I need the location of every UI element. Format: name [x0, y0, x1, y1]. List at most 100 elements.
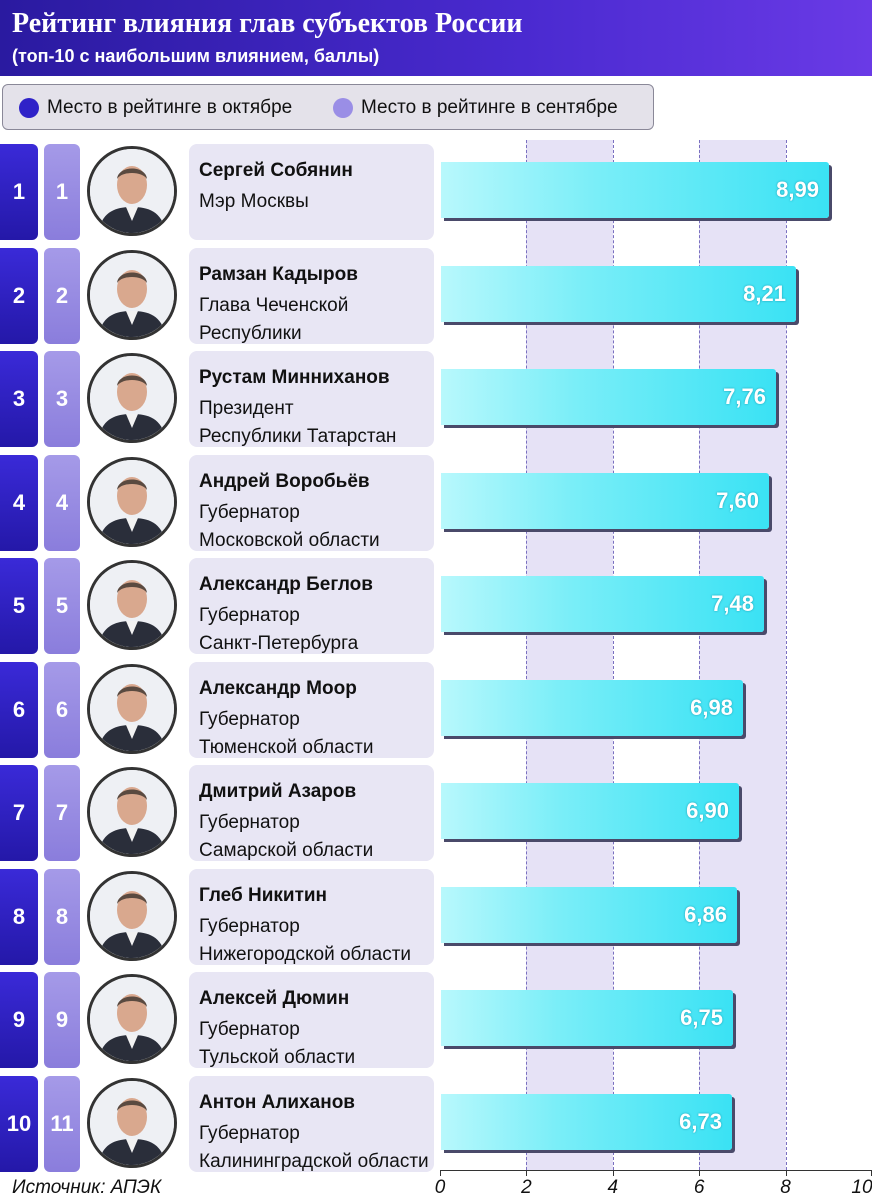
leader-position-line2: Самарской области — [199, 840, 374, 861]
rank-october: 10 — [0, 1076, 38, 1172]
leader-card: Рустам Минниханов Президент Республики Тат… — [189, 351, 434, 447]
leader-position-line2: Санкт-Петербурга — [199, 633, 359, 654]
portrait-avatar — [87, 871, 177, 961]
leader-name: Антон Алиханов — [199, 1092, 355, 1113]
leader-position-line1: Губернатор — [199, 812, 300, 833]
plot-band — [786, 140, 872, 1170]
leader-card: Алексей Дюмин Губернатор Тульской области — [189, 972, 434, 1068]
leader-position-line2: Республики — [199, 323, 302, 344]
bar: 7,60 — [441, 473, 769, 529]
x-tick-label: 2 — [521, 1177, 532, 1198]
rank-october: 3 — [0, 351, 38, 447]
portrait-avatar — [87, 974, 177, 1064]
legend-label-september: Место в рейтинге в сентябре — [361, 97, 618, 118]
portrait-avatar — [87, 560, 177, 650]
rank-september: 4 — [44, 455, 80, 551]
leader-card: Дмитрий Азаров Губернатор Самарской област… — [189, 765, 434, 861]
bar-value-label: 8,21 — [743, 281, 786, 306]
leader-card: Александр Беглов Губернатор Санкт-Петербур… — [189, 558, 434, 654]
portrait-avatar — [87, 353, 177, 443]
legend-swatch-october — [19, 98, 39, 118]
bar: 6,98 — [441, 680, 743, 736]
leader-row: 2 2 Рамзан Кадыров Глава Чеченской Республик… — [0, 248, 440, 344]
leader-position-line1: Глава Чеченской — [199, 295, 349, 316]
leader-name: Рамзан Кадыров — [199, 264, 358, 285]
rank-september: 5 — [44, 558, 80, 654]
x-axis — [440, 1170, 872, 1171]
x-tick-label: 0 — [434, 1177, 446, 1198]
leader-name: Рустам Минниханов — [199, 367, 390, 388]
bar: 6,73 — [441, 1094, 732, 1150]
leader-position-line1: Губернатор — [199, 1123, 300, 1144]
rank-september: 1 — [44, 144, 80, 240]
leader-position-line2: Калининградской области — [199, 1151, 429, 1172]
leader-row: 1 1 Сергей Собянин Мэр Москвы — [0, 144, 440, 240]
leader-row: 7 7 Дмитрий Азаров Губернатор Самарской обла… — [0, 765, 440, 861]
leader-card: Глеб Никитин Губернатор Нижегородской обла… — [189, 869, 434, 965]
bar-value-label: 6,73 — [679, 1109, 722, 1134]
leader-position-line2: Тульской области — [199, 1047, 356, 1068]
leader-card: Андрей Воробьёв Губернатор Московской обла… — [189, 455, 434, 551]
x-tick-label: 8 — [780, 1177, 791, 1198]
chart-title: Рейтинг влияния глав субъектов России — [12, 8, 523, 39]
leader-card: Рамзан Кадыров Глава Чеченской Республики — [189, 248, 434, 344]
leader-name: Сергей Собянин — [199, 160, 353, 181]
rank-october: 9 — [0, 972, 38, 1068]
gridline — [699, 140, 700, 1170]
leader-name: Александр Беглов — [199, 574, 373, 595]
rank-september: 3 — [44, 351, 80, 447]
bar: 7,76 — [441, 369, 776, 425]
chart-subtitle: (топ-10 с наибольшим влиянием, баллы) — [12, 46, 380, 66]
gridline — [613, 140, 614, 1170]
bar-value-label: 6,98 — [690, 695, 733, 720]
portrait-avatar — [87, 1078, 177, 1168]
x-tick — [785, 1170, 787, 1176]
leader-position-line2: Нижегородской области — [199, 944, 412, 965]
leader-position-line1: Губернатор — [199, 916, 300, 937]
rank-september: 8 — [44, 869, 80, 965]
leader-position-line2: Республики Татарстан — [199, 426, 397, 447]
x-tick-label: 4 — [607, 1177, 619, 1198]
source-note: Источник: АПЭК — [12, 1177, 162, 1198]
x-tick — [526, 1170, 528, 1176]
leader-row: 5 5 Александр Беглов Губернатор Санкт-Петерб… — [0, 558, 440, 654]
rank-september: 9 — [44, 972, 80, 1068]
x-tick — [612, 1170, 614, 1176]
rank-september: 6 — [44, 662, 80, 758]
leader-name: Александр Моор — [199, 678, 357, 699]
leader-row: 9 9 Алексей Дюмин Губернатор Тульской област… — [0, 972, 440, 1068]
bar: 6,90 — [441, 783, 739, 839]
rank-september: 2 — [44, 248, 80, 344]
portrait-avatar — [87, 250, 177, 340]
x-tick-label: 10 — [851, 1177, 872, 1198]
rank-october: 1 — [0, 144, 38, 240]
leader-card: Сергей Собянин Мэр Москвы — [189, 144, 434, 240]
portrait-avatar — [87, 664, 177, 754]
bar-value-label: 7,76 — [723, 384, 766, 409]
rank-september: 11 — [44, 1076, 80, 1172]
leader-row: 8 8 Глеб Никитин Губернатор Нижегородской об… — [0, 869, 440, 965]
leader-name: Алексей Дюмин — [199, 988, 350, 1009]
rank-october: 2 — [0, 248, 38, 344]
rank-october: 5 — [0, 558, 38, 654]
leader-name: Андрей Воробьёв — [199, 471, 370, 492]
portrait-avatar — [87, 457, 177, 547]
bar: 8,21 — [441, 266, 796, 322]
leader-name: Глеб Никитин — [199, 885, 328, 906]
rank-october: 4 — [0, 455, 38, 551]
rank-october: 7 — [0, 765, 38, 861]
leader-position-line1: Губернатор — [199, 605, 300, 626]
bar: 6,75 — [441, 990, 733, 1046]
gridline — [786, 140, 787, 1170]
legend: Место в рейтинге в октябре Место в рейти… — [2, 84, 654, 130]
x-tick — [440, 1170, 441, 1176]
rank-september: 7 — [44, 765, 80, 861]
leader-position-line1: Губернатор — [199, 1019, 300, 1040]
leader-row: 6 6 Александр Моор Губернатор Тюменской обла… — [0, 662, 440, 758]
leader-row: 10 11 Антон Алиханов Губернатор Калининградс… — [0, 1076, 440, 1172]
x-tick — [699, 1170, 701, 1176]
leader-position-line1: Губернатор — [199, 502, 300, 523]
legend-item-september: Место в рейтинге в сентябре — [333, 96, 618, 120]
legend-item-october: Место в рейтинге в октябре — [19, 96, 292, 120]
leader-position-line1: Губернатор — [199, 709, 300, 730]
